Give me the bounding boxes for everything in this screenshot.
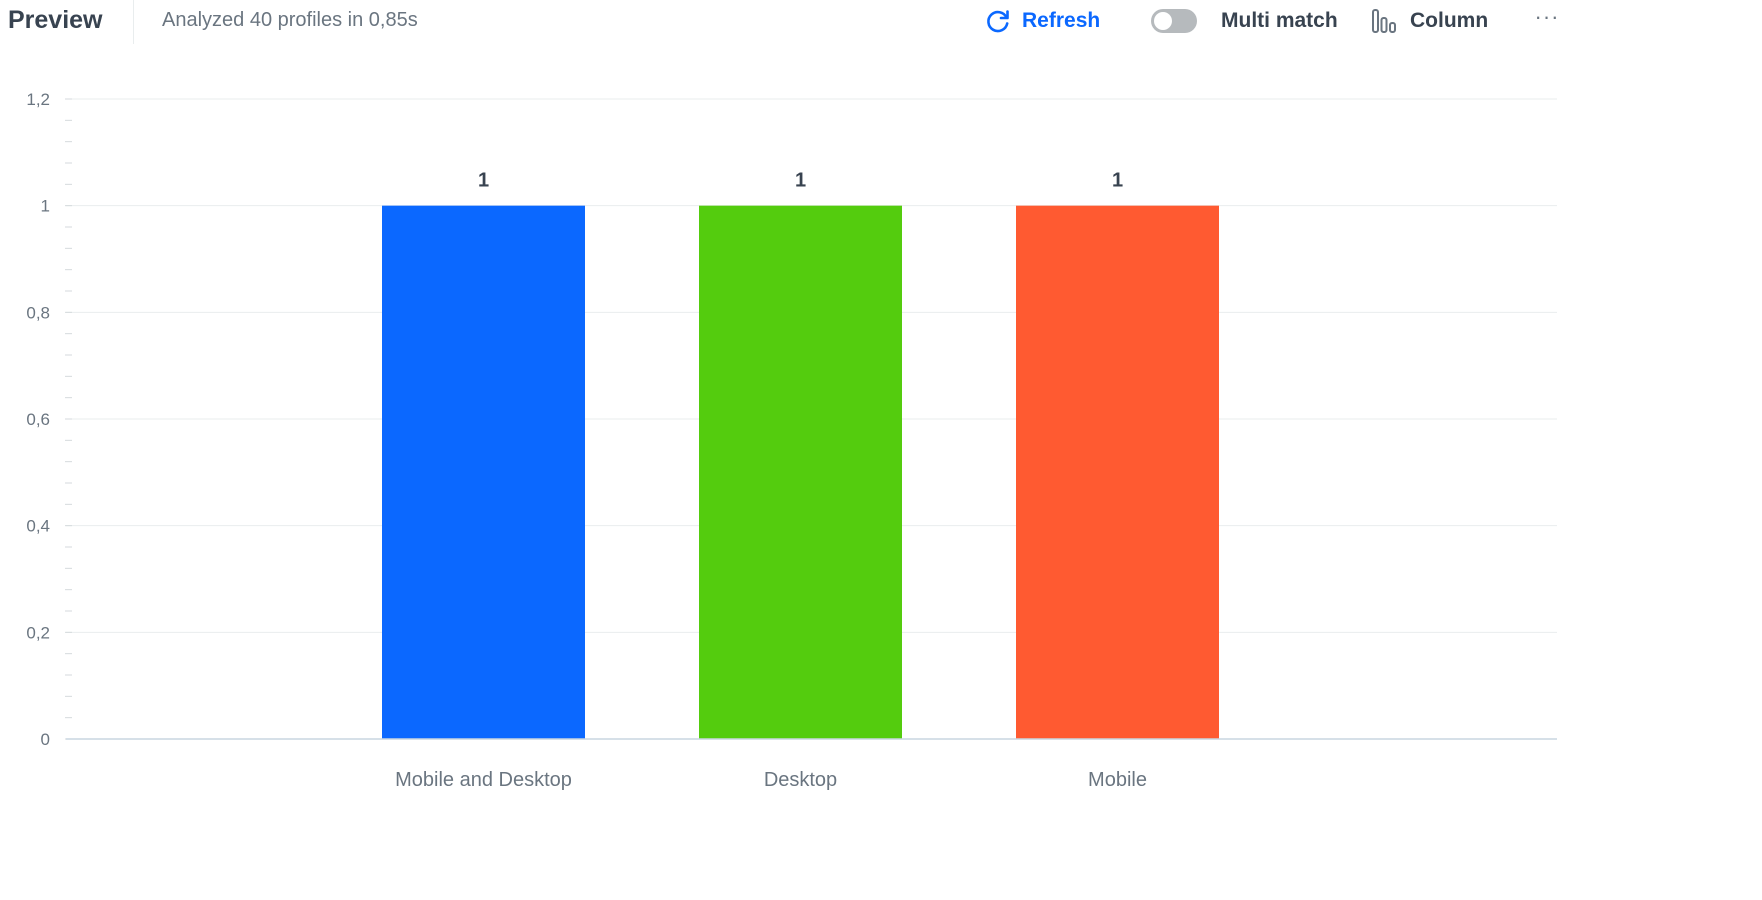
y-tick-label: 0 xyxy=(41,730,50,749)
y-axis-labels: 0 0,2 0,4 0,6 0,8 1 1,2 xyxy=(26,90,50,749)
y-tick-label: 1 xyxy=(41,197,50,216)
y-tick-label: 0,6 xyxy=(26,410,50,429)
refresh-label: Refresh xyxy=(1022,9,1101,32)
bar-chart: 0 0,2 0,4 0,6 0,8 1 1,2 1 1 1 Mobile and Desktop… xyxy=(26,90,1557,791)
bar-value-label: 1 xyxy=(1112,170,1123,192)
y-tick-label: 1,2 xyxy=(26,90,50,109)
toolbar: Preview Analyzed 40 profiles in 0,85s Re… xyxy=(0,0,1762,44)
bar-value-label: 1 xyxy=(478,170,489,192)
multi-match-label: Multi match xyxy=(1221,9,1338,32)
refresh-button[interactable]: Refresh xyxy=(984,6,1100,36)
bar xyxy=(1016,205,1219,739)
more-options-icon[interactable]: ··· xyxy=(1534,4,1560,29)
chart-type-button[interactable]: Column xyxy=(1370,6,1488,36)
y-tick-label: 0,4 xyxy=(26,517,50,536)
x-axis-labels: Mobile and Desktop Desktop Mobile xyxy=(395,769,1147,791)
data-labels: 1 1 1 xyxy=(478,170,1123,192)
header-divider xyxy=(133,0,134,44)
chart-type-label: Column xyxy=(1410,9,1489,32)
analysis-summary: Analyzed 40 profiles in 0,85s xyxy=(162,9,418,31)
multi-match-toggle[interactable]: Multi match xyxy=(1151,6,1338,36)
bar xyxy=(382,205,585,739)
category-label: Mobile xyxy=(1088,769,1147,791)
bar xyxy=(699,205,902,739)
toggle-knob xyxy=(1154,12,1172,30)
page-title: Preview xyxy=(8,6,103,34)
bar-value-label: 1 xyxy=(795,170,806,192)
category-label: Desktop xyxy=(764,769,837,791)
refresh-icon xyxy=(987,10,1009,33)
category-label: Mobile and Desktop xyxy=(395,769,572,791)
column-chart-icon xyxy=(1372,9,1396,33)
y-tick-label: 0,2 xyxy=(26,623,50,642)
minor-ticks xyxy=(65,98,72,740)
bars xyxy=(382,205,1219,739)
toggle-switch[interactable] xyxy=(1151,9,1197,33)
y-tick-label: 0,8 xyxy=(26,303,50,322)
